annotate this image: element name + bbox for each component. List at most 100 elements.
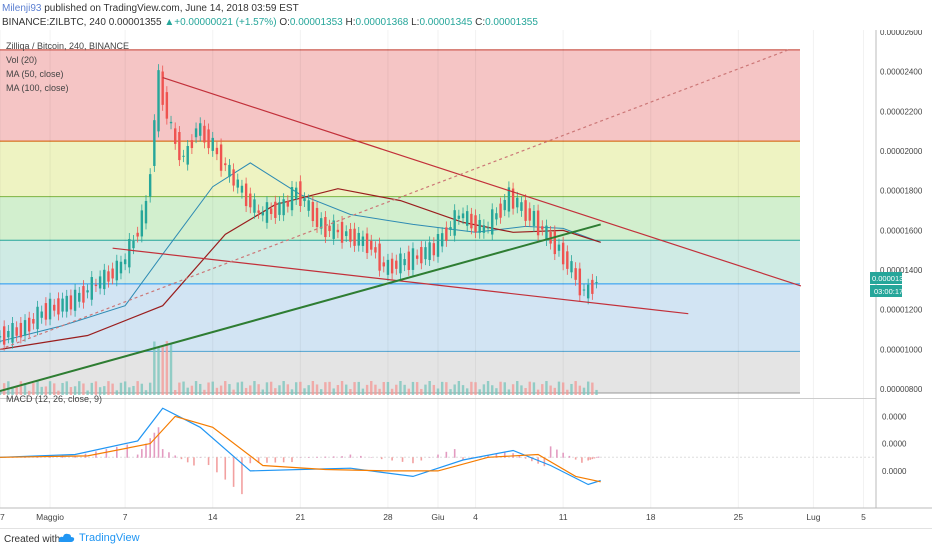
candle-body [390, 258, 394, 274]
chart-grid [0, 30, 864, 508]
candle-body [294, 187, 298, 200]
candle-body [86, 290, 89, 293]
price-axis-tick: 0.00001800 [880, 187, 923, 196]
time-axis-tick: 25 [734, 512, 744, 522]
volume-bar [290, 389, 294, 395]
volume-bar [432, 384, 436, 395]
low-value: 0.00001345 [419, 17, 473, 28]
macd-histogram-bar [524, 457, 527, 459]
volume-bar [566, 389, 569, 395]
candle-body [536, 210, 540, 236]
candle-body [144, 200, 148, 224]
time-axis-tick: 28 [383, 512, 393, 522]
macd-histogram-bar [503, 452, 506, 458]
volume-bar [407, 388, 410, 395]
candle-body [440, 233, 444, 247]
macd-axis-tick: 0.0000 [882, 412, 907, 421]
volume-bar [503, 382, 506, 395]
trendlines[interactable] [0, 49, 802, 392]
candle-body [249, 193, 252, 208]
volume-bar [340, 381, 344, 395]
legend-macd[interactable]: MACD (12, 26, close, 9) [6, 394, 102, 404]
macd-histogram-bar [462, 457, 464, 461]
candle-body [486, 227, 490, 229]
volume-bar [386, 381, 390, 395]
fib-zone [0, 141, 800, 197]
legend-vol[interactable]: Vol (20) [6, 55, 37, 65]
candle-body [516, 197, 519, 208]
macd-histogram-bar [391, 457, 393, 461]
volume-bar [174, 389, 177, 395]
macd-histogram-bar [581, 457, 583, 463]
candle-body [365, 233, 369, 254]
candle-body [503, 199, 506, 211]
time-axis-tick: 27 [0, 512, 5, 522]
volume-bar [328, 381, 331, 395]
candle-body [48, 298, 52, 320]
volume-bar [265, 382, 269, 395]
candle-body [499, 203, 502, 218]
candle-body [44, 303, 48, 320]
macd-histogram-bar [332, 456, 335, 458]
author-link[interactable]: Milenji93 [2, 3, 42, 14]
candle-body [136, 232, 139, 237]
volume-bar [32, 383, 35, 395]
candle-body [278, 202, 281, 215]
volume-bar [132, 385, 135, 395]
price-tag-value: 0.00001355 [872, 274, 912, 283]
volume-bar [178, 382, 181, 395]
volume-bar [336, 385, 340, 395]
volume-bar [349, 388, 352, 395]
volume-bar [478, 389, 481, 395]
volume-bar [453, 384, 456, 395]
macd-histogram-bar [495, 453, 498, 458]
volume-bar [261, 389, 264, 395]
candle-body [557, 244, 561, 251]
volume-bar [140, 383, 144, 395]
volume-bar [123, 381, 127, 395]
volume-bar [136, 381, 139, 395]
macd-histogram-bar [531, 457, 533, 462]
volume-bar [286, 384, 290, 395]
candle-body [436, 233, 440, 257]
macd-histogram-bar [589, 457, 592, 460]
legend-ma100[interactable]: MA (100, close) [6, 83, 69, 93]
candle-body [232, 169, 235, 186]
candle-body [157, 70, 160, 132]
volume-bar [424, 384, 427, 395]
volume-bar [403, 384, 406, 395]
macd-histogram-bar [453, 449, 456, 458]
candle-body [40, 311, 43, 318]
price-axis-tick: 0.00001400 [880, 266, 923, 275]
candle-body [478, 219, 481, 233]
volume-bar [395, 384, 398, 395]
volume-bar [115, 390, 118, 395]
candle-body [324, 217, 327, 238]
chart-canvas[interactable]: 0.00002600 0.00002400 0.00002200 0.00002000… [0, 30, 932, 527]
volume-bar [428, 381, 431, 395]
candle-body [7, 330, 10, 338]
volume-bar [324, 382, 327, 395]
candle-body [115, 260, 118, 281]
tradingview-logo[interactable]: TradingView [58, 532, 140, 544]
candle-body [466, 211, 469, 226]
fib-retracement-zones [0, 49, 800, 394]
candle-body [507, 187, 511, 212]
macd-histogram-bar [282, 457, 285, 463]
macd-panel [0, 398, 876, 495]
volume-bar [203, 389, 206, 395]
high-value: 0.00001368 [355, 17, 409, 28]
candle-body [94, 284, 98, 287]
volume-bar [486, 381, 490, 395]
price-axis-tick: 0.00000800 [880, 385, 923, 394]
candle-body [215, 147, 219, 155]
macd-histogram-bar [74, 455, 76, 458]
volume-bar [553, 387, 556, 395]
volume-bar [541, 384, 544, 395]
volume-bar [207, 382, 210, 395]
macd-histogram-bar [207, 457, 210, 466]
volume-bar [61, 382, 64, 395]
volume-bar [28, 390, 31, 395]
candle-body [370, 240, 373, 250]
legend-ma50[interactable]: MA (50, close) [6, 69, 64, 79]
